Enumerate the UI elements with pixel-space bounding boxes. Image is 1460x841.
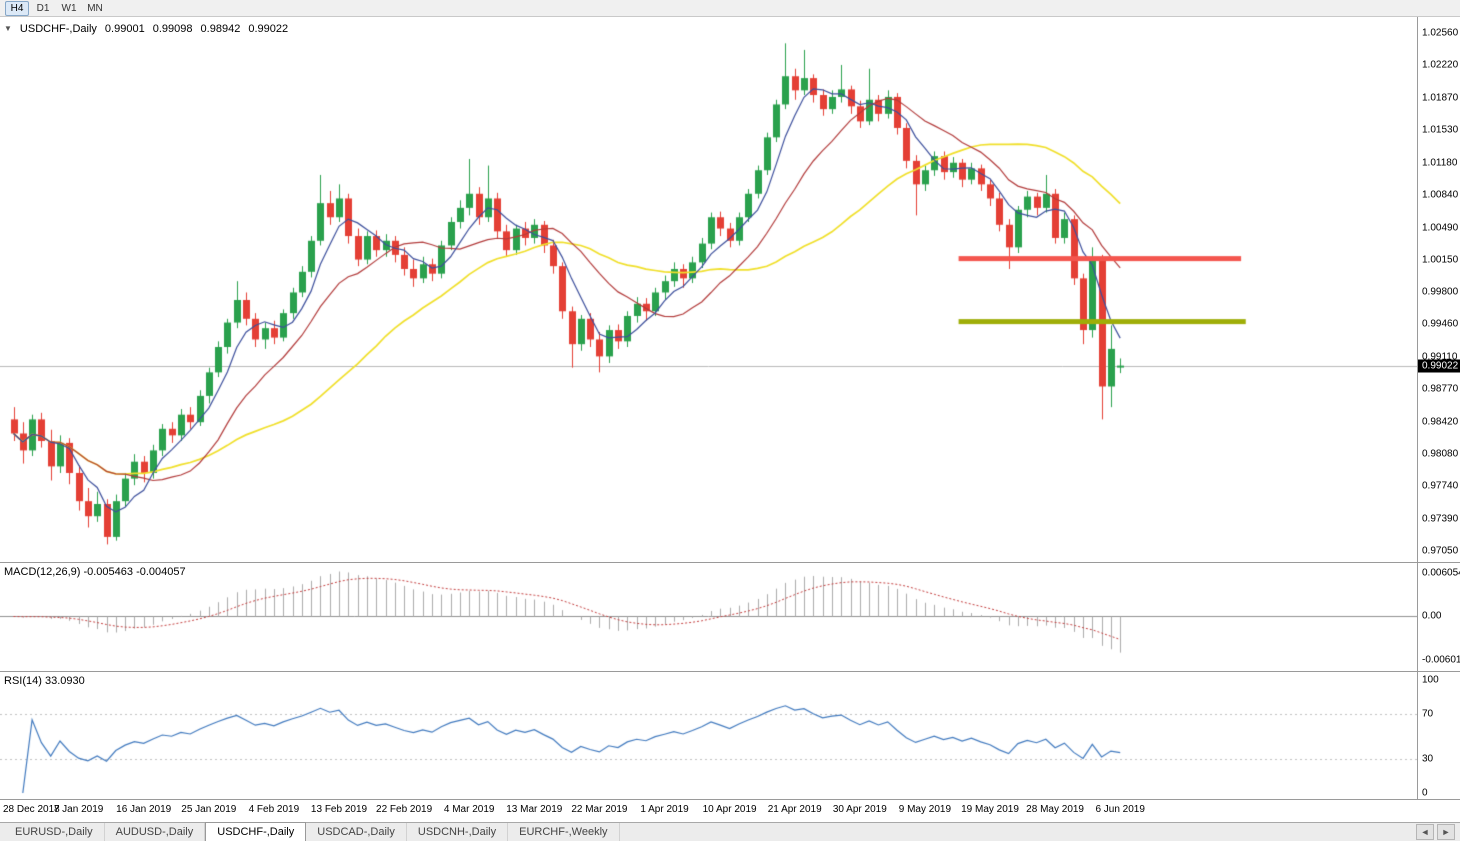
timeframe-button-mn[interactable]: MN <box>87 2 103 14</box>
axis-label: 30 <box>1422 753 1434 765</box>
chart-tab-usdchf-daily[interactable]: USDCHF-,Daily <box>205 822 307 841</box>
axis-label: 100 <box>1422 674 1439 686</box>
axis-label: 1.01180 <box>1422 157 1458 169</box>
candlestick-chart[interactable] <box>0 17 1418 563</box>
timeframe-button-d1[interactable]: D1 <box>36 2 50 14</box>
chart-title-row: ▼ USDCHF-,Daily 0.99001 0.99098 0.98942 … <box>4 23 288 35</box>
chart-tab-usdcad-daily[interactable]: USDCAD-,Daily <box>306 823 407 841</box>
macd-indicator-panel: MACD(12,26,9) -0.005463 -0.004057 0.0060… <box>0 563 1460 672</box>
panel-separator[interactable] <box>0 562 1460 563</box>
tab-scroll-controls: ◄ ► <box>1416 823 1460 841</box>
macd-chart[interactable] <box>0 563 1418 672</box>
timeframe-button-w1[interactable]: W1 <box>61 2 77 14</box>
panel-separator <box>0 799 1460 800</box>
axis-label: 0.97390 <box>1422 513 1459 525</box>
date-axis: 28 Dec 2018 7 Jan 2019 16 Jan 2019 25 Jan 2… <box>0 800 1460 822</box>
date-label: 28 May 2019 <box>1026 804 1085 815</box>
date-label: 13 Feb 2019 <box>310 804 368 815</box>
tabs-scroll-left-button[interactable]: ◄ <box>1416 824 1434 840</box>
date-label: 25 Jan 2019 <box>181 804 237 815</box>
price-chart-panel: ▼ USDCHF-,Daily 0.99001 0.99098 0.98942 … <box>0 17 1460 563</box>
current-price-tag: 0.99022 <box>1418 359 1460 373</box>
rsi-indicator-panel: RSI(14) 33.0930 100 70 30 0 <box>0 672 1460 800</box>
axis-label: 1.01870 <box>1422 92 1459 104</box>
axis-label: 1.00490 <box>1422 222 1459 234</box>
axis-label: 0.98420 <box>1422 416 1459 428</box>
chart-tab-usdcnh-daily[interactable]: USDCNH-,Daily <box>407 823 509 841</box>
date-label: 21 Apr 2019 <box>767 804 822 815</box>
axis-label: 0.98770 <box>1422 383 1459 395</box>
macd-axis: 0.006054 0.00 -0.006011 <box>1418 563 1460 672</box>
chart-tab-bar: EURUSD-,Daily AUDUSD-,Daily USDCHF-,Daily U… <box>0 822 1460 841</box>
date-label: 4 Feb 2019 <box>248 804 300 815</box>
axis-label: 0.00 <box>1422 610 1442 622</box>
axis-label: -0.006011 <box>1422 654 1460 666</box>
symbol-period-label: USDCHF-,Daily <box>19 23 97 35</box>
axis-label: 1.02560 <box>1422 27 1459 39</box>
price-axis: 1.02560 1.02220 1.01870 1.01530 1.01180 1.008… <box>1418 17 1460 563</box>
axis-label: 1.00150 <box>1422 254 1459 266</box>
axis-label: 0.99460 <box>1422 318 1459 330</box>
rsi-axis: 100 70 30 0 <box>1418 672 1460 800</box>
chart-tab-eurusd-daily[interactable]: EURUSD-,Daily <box>4 823 105 841</box>
axis-label: 1.00840 <box>1422 189 1459 201</box>
date-label: 4 Mar 2019 <box>443 804 495 815</box>
date-label: 30 Apr 2019 <box>832 804 887 815</box>
axis-label: 70 <box>1422 708 1434 720</box>
chart-tab-eurchf-weekly[interactable]: EURCHF-,Weekly <box>508 823 620 841</box>
rsi-chart[interactable] <box>0 672 1418 800</box>
date-label: 28 Dec 2018 <box>3 804 60 815</box>
chart-tab-audusd-daily[interactable]: AUDUSD-,Daily <box>105 823 206 841</box>
date-label: 22 Feb 2019 <box>376 804 433 815</box>
axis-label: 0.99110 <box>1422 351 1458 363</box>
date-label: 6 Jun 2019 <box>1095 804 1145 815</box>
date-label: 9 May 2019 <box>898 804 952 815</box>
tabs-scroll-right-button[interactable]: ► <box>1437 824 1455 840</box>
ohlc-values: 0.99001 0.99098 0.98942 0.99022 <box>104 23 289 35</box>
date-label: 7 Jan 2019 <box>53 804 104 815</box>
date-label: 19 May 2019 <box>961 804 1019 815</box>
date-label: 16 Jan 2019 <box>116 804 172 815</box>
macd-header: MACD(12,26,9) -0.005463 -0.004057 <box>4 566 186 578</box>
axis-label: 0.006054 <box>1422 567 1460 579</box>
date-label: 10 Apr 2019 <box>702 804 757 815</box>
axis-label: 1.02220 <box>1422 59 1459 71</box>
date-label: 22 Mar 2019 <box>571 804 628 815</box>
price-axis-separator <box>1417 17 1418 800</box>
axis-label: 1.01530 <box>1422 124 1459 136</box>
axis-label: 0.99800 <box>1422 286 1459 298</box>
rsi-header: RSI(14) 33.0930 <box>4 675 85 687</box>
axis-label: 0.97740 <box>1422 480 1459 492</box>
chart-tabs: EURUSD-,Daily AUDUSD-,Daily USDCHF-,Daily U… <box>0 822 620 841</box>
date-label: 13 Mar 2019 <box>506 804 563 815</box>
panel-separator[interactable] <box>0 671 1460 672</box>
chart-menu-icon[interactable]: ▼ <box>4 24 12 33</box>
axis-label: 0.98080 <box>1422 448 1459 460</box>
axis-label: 0 <box>1422 787 1428 799</box>
timeframe-toolbar: H4 D1 W1 MN <box>0 0 1460 17</box>
timeframe-button-h4[interactable]: H4 <box>5 0 29 16</box>
axis-label: 0.97050 <box>1422 545 1459 557</box>
date-label: 1 Apr 2019 <box>640 804 689 815</box>
